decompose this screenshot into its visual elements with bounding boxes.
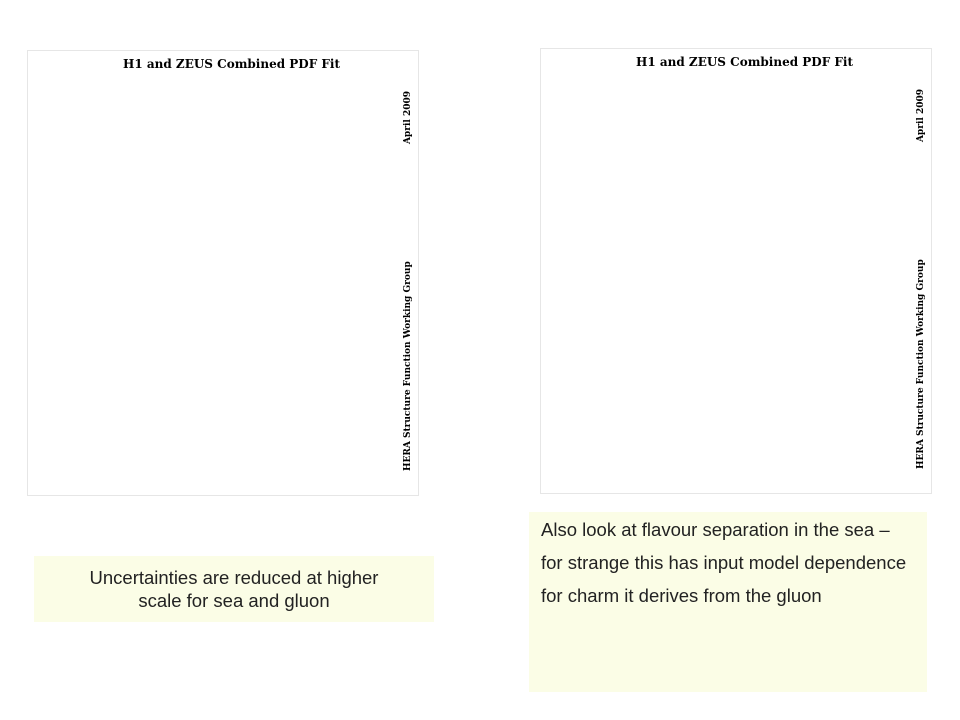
figure-title: H1 and ZEUS Combined PDF Fit [123, 57, 340, 71]
left-figure-svg: H1 and ZEUS Combined PDF Fit April 2009 HE… [123, 57, 413, 471]
right-caption: Also look at flavour separation in the s… [529, 512, 927, 692]
side-label-group: HERA Structure Function Working Group [916, 259, 926, 469]
left-caption: Uncertainties are reduced at higher scal… [34, 556, 434, 622]
right-caption-line-3: for charm it derives from the gluon [541, 585, 822, 607]
figure-title: H1 and ZEUS Combined PDF Fit [636, 55, 853, 69]
right-caption-line-1: Also look at flavour separation in the s… [541, 519, 890, 540]
side-label-group: HERA Structure Function Working Group [403, 261, 413, 471]
right-figure-svg: H1 and ZEUS Combined PDF Fit April 2009 HE… [636, 55, 926, 469]
left-figure: H1 and ZEUS Combined PDF Fit April 2009 HE… [27, 50, 419, 496]
left-caption-line-2: scale for sea and gluon [138, 590, 330, 611]
right-figure: H1 and ZEUS Combined PDF Fit April 2009 HE… [540, 48, 932, 494]
side-label-date: April 2009 [916, 89, 926, 143]
left-caption-line-1: Uncertainties are reduced at higher [89, 566, 379, 588]
side-label-date: April 2009 [403, 91, 413, 145]
right-caption-line-2: for strange this has input model depende… [541, 552, 907, 574]
